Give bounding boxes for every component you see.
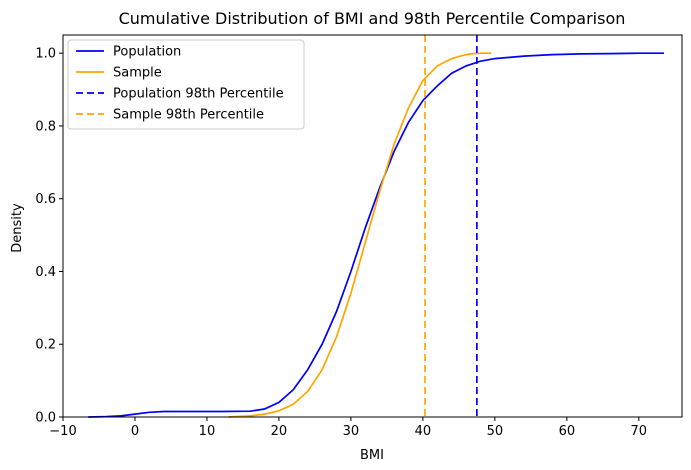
x-tick-label: −10 <box>49 424 76 439</box>
x-tick-label: 30 <box>343 424 360 439</box>
series-line-sample <box>228 52 492 418</box>
x-axis: −10 0 10 20 30 40 50 60 70 <box>49 417 647 439</box>
legend-box <box>67 39 305 130</box>
x-tick-label: 10 <box>199 424 216 439</box>
x-axis-label: BMI <box>360 448 384 463</box>
y-tick-label: 0.2 <box>35 338 56 353</box>
y-tick-label: 1.0 <box>35 47 56 62</box>
legend-label: Population <box>113 45 181 60</box>
chart-title: Cumulative Distribution of BMI and 98th … <box>119 9 626 28</box>
y-axis: 0.0 0.2 0.4 0.6 0.8 1.0 <box>35 47 63 426</box>
legend-label: Sample <box>113 66 162 81</box>
series-line-population <box>88 52 664 418</box>
x-tick-label: 50 <box>487 424 504 439</box>
plot-frame <box>62 34 683 418</box>
x-tick-label: 70 <box>631 424 648 439</box>
legend: Population Sample Population 98th Percenti… <box>67 39 305 130</box>
y-tick-label: 0.6 <box>35 192 56 207</box>
x-tick-label: 20 <box>271 424 288 439</box>
y-tick-label: 0.0 <box>35 411 56 426</box>
x-tick-label: 0 <box>131 424 139 439</box>
legend-label: Population 98th Percentile <box>113 87 284 102</box>
x-tick-label: 60 <box>559 424 576 439</box>
y-tick-label: 0.4 <box>35 265 56 280</box>
plot-area <box>62 34 683 418</box>
x-tick-label: 40 <box>415 424 432 439</box>
y-axis-label: Density <box>10 203 25 253</box>
legend-label: Sample 98th Percentile <box>113 108 264 123</box>
y-tick-label: 0.8 <box>35 119 56 134</box>
